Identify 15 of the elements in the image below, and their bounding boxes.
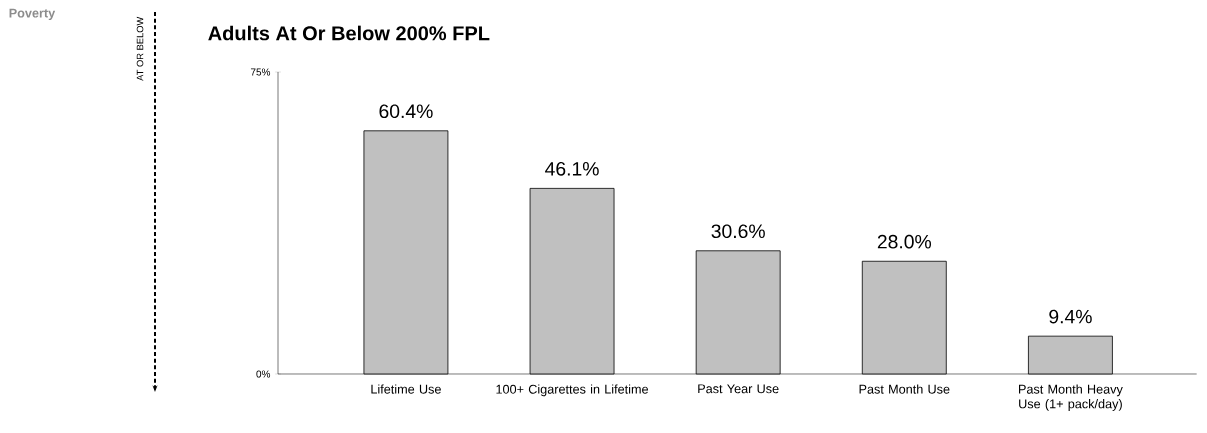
x-tick-label: Past Year Use [698, 384, 779, 394]
x-tick-label: Past Month Heavy Use (1+ pack/day) [1019, 384, 1123, 411]
text: Poverty [9, 8, 56, 21]
y-tick-label: 0% [256, 370, 271, 378]
x-tick-label: 100+ Cigarettes in Lifetime [496, 384, 649, 397]
x-tick-label: Past Month Use [859, 384, 950, 394]
text: AT OR BELOW [136, 16, 144, 81]
data-label: 46.1% [545, 161, 599, 176]
y-tick-label: 75% [250, 68, 271, 76]
data-label: 60.4% [379, 104, 433, 119]
data-label: 9.4% [1049, 309, 1092, 324]
data-label: 30.6% [711, 224, 765, 239]
x-tick-label: Lifetime Use [371, 384, 441, 394]
chart-title: Adults At Or Below 200% FPL [208, 25, 490, 41]
data-label: 28.0% [877, 234, 932, 249]
